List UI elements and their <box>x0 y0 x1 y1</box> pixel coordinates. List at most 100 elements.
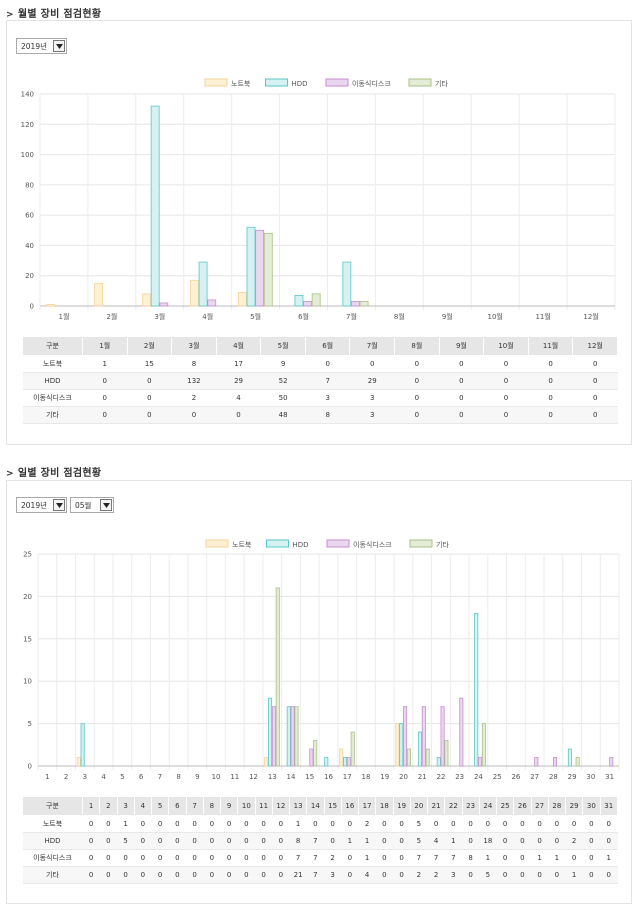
table-cell: 0 <box>513 866 531 884</box>
x-tick-label: 25 <box>493 773 502 781</box>
table-header-cell: 8월 <box>394 336 440 356</box>
table-cell: 0 <box>220 832 238 850</box>
x-tick-label: 4 <box>101 773 106 781</box>
chevron-down-icon[interactable] <box>100 499 112 511</box>
x-tick-label: 18 <box>362 773 371 781</box>
table-cell: 0 <box>565 815 583 833</box>
y-tick-label: 10 <box>23 678 32 686</box>
table-cell: 0 <box>134 815 152 833</box>
table-cell: 0 <box>82 389 128 407</box>
table-cell: 0 <box>82 406 128 424</box>
table-header-cell: 4 <box>133 796 153 816</box>
x-tick-label: 12월 <box>583 312 598 321</box>
chevron-down-icon[interactable] <box>53 499 65 511</box>
table-cell: 0 <box>151 849 169 867</box>
bar <box>309 748 314 767</box>
table-cell: 0 <box>216 406 261 424</box>
table-cell: 3 <box>324 866 342 884</box>
table-cell: 3 <box>349 389 395 407</box>
table-header-cell: 10월 <box>483 336 529 356</box>
bar <box>342 261 352 307</box>
table-cell: 0 <box>127 389 172 407</box>
table-cell: 1 <box>289 815 307 833</box>
x-tick-label: 1 <box>45 773 49 781</box>
table-cell: 0 <box>439 372 484 390</box>
table-header-cell: 18 <box>375 796 394 816</box>
table-cell: 0 <box>237 832 255 850</box>
table-cell: 0 <box>186 866 204 884</box>
table-cell: 1 <box>548 849 566 867</box>
table-row: 노트북 0 0 1 0 0 0 0 0 0 0 0 0 1 0 0 0 2 0 0 5 0 0 0 0 0 0 0 0 0 0 0 <box>22 815 618 833</box>
y-tick-label: 60 <box>25 212 34 220</box>
table-header-cell: 4월 <box>215 336 262 356</box>
row-label-cell: 이동식디스크 <box>22 389 83 407</box>
table-cell: 7 <box>305 372 350 390</box>
table-cell: 0 <box>394 389 440 407</box>
table-header-cell: 10 <box>237 796 256 816</box>
legend-swatch <box>265 78 288 87</box>
table-cell: 9 <box>260 355 306 373</box>
table-cell: 0 <box>186 832 204 850</box>
y-tick-label: 100 <box>21 151 34 159</box>
table-cell: 7 <box>306 849 324 867</box>
table-cell: 1 <box>341 832 359 850</box>
bar <box>286 706 291 767</box>
table-cell: 0 <box>151 815 169 833</box>
bar <box>207 299 217 307</box>
row-label-cell: 기타 <box>22 866 83 884</box>
table-cell: 0 <box>393 815 411 833</box>
table-cell: 0 <box>600 866 618 884</box>
x-tick-label: 7 <box>158 773 162 781</box>
table-header-cell: 3 <box>116 796 135 816</box>
table-cell: 0 <box>127 372 172 390</box>
table-cell: 0 <box>375 849 393 867</box>
table-cell: 7 <box>444 849 462 867</box>
bar <box>198 261 208 307</box>
x-tick-label: 21 <box>418 773 427 781</box>
table-cell: 0 <box>375 832 393 850</box>
daily-month-select[interactable]: 05월 <box>70 497 114 513</box>
table-cell: 0 <box>220 849 238 867</box>
bar <box>275 587 280 767</box>
table-row: 노트북 1 15 8 17 9 0 0 0 0 0 0 0 <box>22 355 618 373</box>
x-tick-label: 23 <box>455 773 464 781</box>
daily-title-text: 일별 장비 점검현황 <box>17 468 102 479</box>
x-tick-label: 27 <box>530 773 539 781</box>
bar <box>324 757 329 767</box>
table-cell: 1 <box>82 355 128 373</box>
x-tick-label: 2월 <box>106 312 117 321</box>
y-tick-label: 25 <box>23 551 32 559</box>
table-cell: 0 <box>582 832 600 850</box>
table-header-cell: 구분 <box>22 796 83 816</box>
table-cell: 4 <box>216 389 261 407</box>
table-cell: 2 <box>171 389 217 407</box>
table-cell: 0 <box>168 849 186 867</box>
daily-year-select[interactable]: 2019년 <box>16 497 67 513</box>
chevron-down-icon[interactable] <box>53 40 65 52</box>
table-cell: 0 <box>572 406 618 424</box>
table-cell: 0 <box>186 815 204 833</box>
table-cell: 1 <box>117 815 135 833</box>
table-cell: 2 <box>410 866 428 884</box>
table-cell: 0 <box>393 832 411 850</box>
table-header-cell: 9월 <box>438 336 485 356</box>
y-tick-label: 120 <box>21 121 34 129</box>
table-cell: 0 <box>117 849 135 867</box>
table-cell: 1 <box>358 832 376 850</box>
monthly-year-select[interactable]: 2019년 <box>16 38 67 54</box>
table-cell: 0 <box>324 832 342 850</box>
table-cell: 132 <box>171 372 217 390</box>
table-cell: 0 <box>444 815 462 833</box>
bar <box>94 282 104 307</box>
table-cell: 0 <box>375 815 393 833</box>
table-header-cell: 7월 <box>349 336 396 356</box>
table-cell: 1 <box>531 849 549 867</box>
table-cell: 0 <box>306 815 324 833</box>
table-cell: 0 <box>496 849 514 867</box>
x-tick-label: 17 <box>343 773 352 781</box>
table-header-cell: 9 <box>219 796 239 816</box>
bar <box>534 757 539 767</box>
bar <box>264 757 269 767</box>
bar <box>395 723 400 767</box>
table-cell: 0 <box>220 815 238 833</box>
